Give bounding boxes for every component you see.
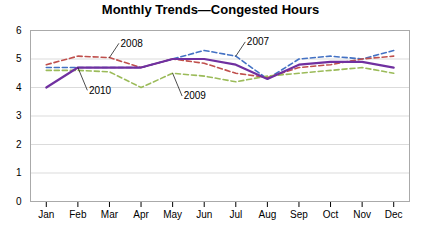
svg-text:Feb: Feb [69, 209, 87, 220]
svg-text:6: 6 [16, 25, 22, 36]
svg-text:Sep: Sep [290, 209, 308, 220]
svg-text:2: 2 [16, 139, 22, 150]
svg-text:Jun: Jun [196, 209, 212, 220]
svg-text:Aug: Aug [258, 209, 276, 220]
svg-text:Jan: Jan [38, 209, 54, 220]
svg-text:3: 3 [16, 110, 22, 121]
svg-text:1: 1 [16, 167, 22, 178]
svg-text:2007: 2007 [247, 36, 270, 47]
html-text:Monthly Trends—Congested Hours: Monthly Trends—Congested Hours [101, 2, 320, 17]
svg-text:Dec: Dec [385, 209, 403, 220]
svg-text:May: May [163, 209, 182, 220]
svg-text:0: 0 [16, 196, 22, 207]
svg-text:2009: 2009 [184, 90, 207, 101]
svg-text:5: 5 [16, 53, 22, 64]
svg-text:Nov: Nov [353, 209, 371, 220]
svg-text:4: 4 [16, 82, 22, 93]
svg-text:2010: 2010 [89, 85, 112, 96]
svg-text:2008: 2008 [121, 38, 144, 49]
svg-text:Mar: Mar [101, 209, 119, 220]
svg-text:Jul: Jul [229, 209, 242, 220]
svg-text:Apr: Apr [133, 209, 149, 220]
svg-text:Oct: Oct [323, 209, 339, 220]
